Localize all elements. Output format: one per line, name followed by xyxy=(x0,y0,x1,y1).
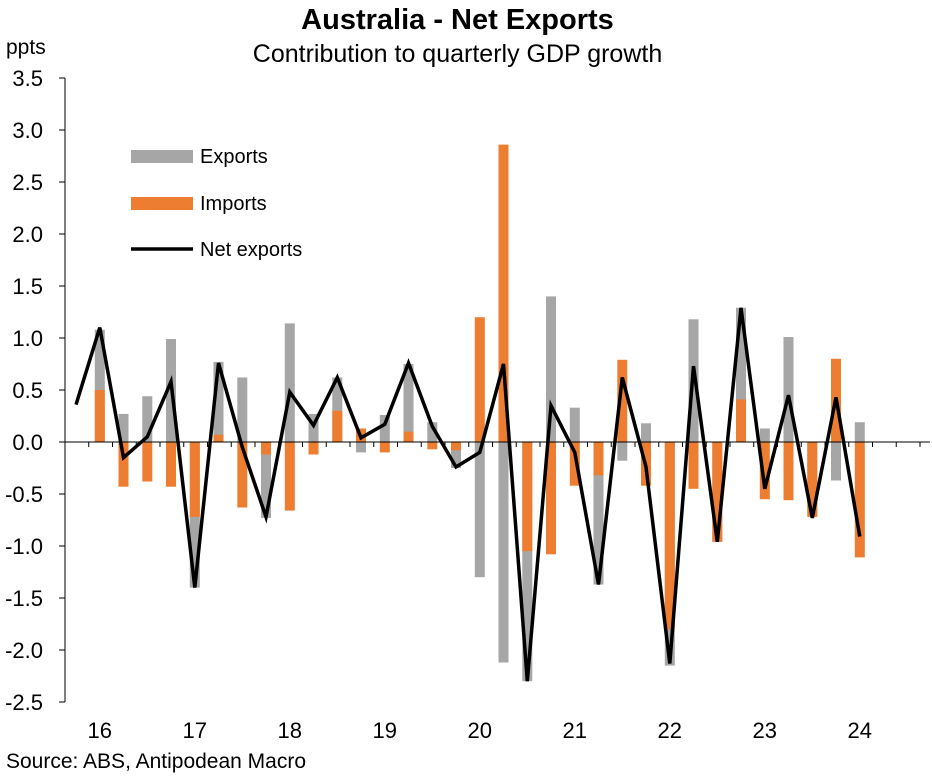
exports-bar-28 xyxy=(736,307,746,442)
imports-bar-30 xyxy=(783,442,794,501)
y-tick-label-10: -1.5 xyxy=(5,586,43,611)
exports-bar-33 xyxy=(854,422,865,442)
exports-bar-21 xyxy=(569,407,580,442)
exports-bar-29 xyxy=(759,428,770,442)
imports-bar-16 xyxy=(451,442,461,451)
y-tick-label-9: -1.0 xyxy=(5,534,43,559)
exports-bar-15 xyxy=(427,422,438,442)
imports-bar-6 xyxy=(213,434,224,442)
imports-bar-4 xyxy=(166,442,176,487)
imports-bar-8 xyxy=(261,442,271,455)
imports-bar-19 xyxy=(522,442,533,552)
x-tick-label-22: 22 xyxy=(658,718,682,743)
imports-bar-31 xyxy=(807,442,818,517)
exports-bar-16 xyxy=(451,442,461,468)
y-tick-label-1: 3.0 xyxy=(12,118,43,143)
imports-bar-17 xyxy=(474,317,485,442)
legend-label-net-exports: Net exports xyxy=(200,239,302,261)
exports-bar-24 xyxy=(641,423,651,442)
exports-bar-14 xyxy=(403,364,414,442)
y-tick-label-6: 0.5 xyxy=(12,378,43,403)
exports-bar-12 xyxy=(356,442,366,453)
y-tick-label-11: -2.0 xyxy=(5,638,43,663)
chart-title: Australia - Net Exports xyxy=(301,4,614,36)
x-tick-label-21: 21 xyxy=(563,718,587,743)
axes xyxy=(59,77,930,703)
y-tick-label-2: 2.5 xyxy=(12,170,43,195)
imports-bar-14 xyxy=(403,431,414,442)
imports-bar-27 xyxy=(712,442,723,542)
y-tick-label-5: 1.0 xyxy=(12,326,43,351)
imports-bar-28 xyxy=(736,399,746,442)
imports-bar-15 xyxy=(427,442,438,450)
imports-bar-10 xyxy=(308,442,319,455)
net-exports-line xyxy=(74,307,862,682)
exports-bar-23 xyxy=(617,442,628,461)
exports-bar-6 xyxy=(213,361,224,442)
exports-bar-20 xyxy=(546,296,556,442)
chart-subtitle: Contribution to quarterly GDP growth xyxy=(252,40,663,68)
x-tick-label-20: 20 xyxy=(468,718,492,743)
imports-bar-22 xyxy=(593,442,604,476)
exports-bar-7 xyxy=(237,377,248,442)
imports-bars xyxy=(94,144,865,630)
imports-bar-29 xyxy=(759,442,770,500)
source-note: Source: ABS, Antipodean Macro xyxy=(6,750,307,773)
imports-bar-11 xyxy=(332,410,343,442)
x-tick-label-16: 16 xyxy=(88,718,112,743)
legend: Exports Imports Net exports xyxy=(131,146,302,261)
imports-bar-13 xyxy=(379,442,390,453)
exports-bar-13 xyxy=(379,415,390,442)
y-axis-unit-label: ppts xyxy=(6,36,46,59)
legend-swatch-exports xyxy=(131,150,193,163)
y-tick-label-3: 2.0 xyxy=(12,222,43,247)
exports-bar-19 xyxy=(522,442,533,682)
imports-bar-9 xyxy=(284,442,295,511)
exports-bar-11 xyxy=(332,377,343,442)
x-tick-label-24: 24 xyxy=(848,718,872,743)
imports-bar-26 xyxy=(688,442,699,489)
y-tick-label-8: -0.5 xyxy=(5,482,43,507)
imports-bar-3 xyxy=(142,442,153,482)
imports-bar-20 xyxy=(546,442,556,555)
exports-bar-32 xyxy=(831,442,841,481)
imports-bar-18 xyxy=(498,144,509,442)
x-tick-label-17: 17 xyxy=(183,718,207,743)
exports-bar-22 xyxy=(593,442,604,585)
exports-bar-8 xyxy=(261,442,271,518)
x-tick-label-23: 23 xyxy=(753,718,777,743)
exports-bar-18 xyxy=(498,442,509,663)
net-exports-line-group xyxy=(74,307,862,682)
imports-bar-33 xyxy=(854,442,865,558)
x-tick-label-18: 18 xyxy=(278,718,302,743)
exports-bar-3 xyxy=(142,396,153,442)
imports-bar-23 xyxy=(617,359,628,442)
imports-bar-21 xyxy=(569,442,580,486)
imports-bar-2 xyxy=(118,442,129,487)
y-tick-labels: 3.5 3.0 2.5 2.0 1.5 1.0 0.5 0.0 -0.5 -1.0 -1.5 -2.0… xyxy=(5,66,43,715)
imports-bar-7 xyxy=(237,442,248,508)
x-tick-labels: 16 17 18 19 20 21 22 23 24 xyxy=(88,718,872,743)
exports-bar-30 xyxy=(783,337,794,442)
imports-bar-5 xyxy=(189,442,200,517)
exports-bar-2 xyxy=(118,413,129,442)
x-tick-label-19: 19 xyxy=(373,718,397,743)
legend-label-imports: Imports xyxy=(200,193,267,215)
exports-bar-1 xyxy=(94,329,105,442)
legend-label-exports: Exports xyxy=(200,146,268,168)
y-tick-label-7: 0.0 xyxy=(12,430,43,455)
imports-bar-25 xyxy=(664,442,675,630)
legend-swatch-imports xyxy=(131,197,193,210)
exports-bar-17 xyxy=(474,442,485,578)
y-tick-label-4: 1.5 xyxy=(12,274,43,299)
imports-bar-1 xyxy=(94,390,105,442)
y-tick-label-12: -2.5 xyxy=(5,690,43,715)
exports-bar-9 xyxy=(284,323,295,442)
y-tick-label-0: 3.5 xyxy=(12,66,43,91)
